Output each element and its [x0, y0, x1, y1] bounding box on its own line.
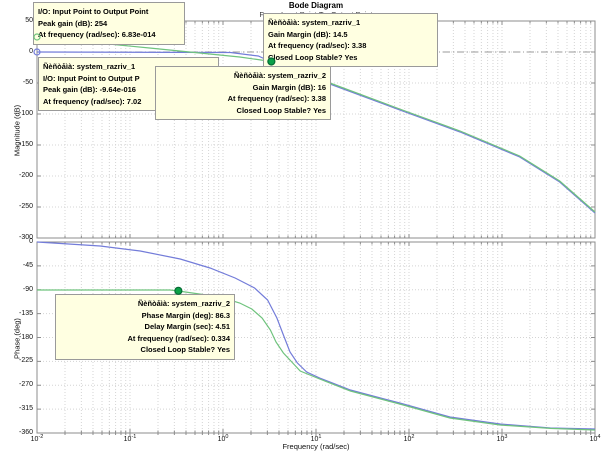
- datatip-line: At frequency (rad/sec): 6.83e-014: [38, 30, 156, 39]
- magnitude-tick-label: -150: [18, 141, 33, 148]
- datatip-line: At frequency (rad/sec): 0.334: [127, 333, 230, 343]
- phase-tick-label: -315: [18, 405, 33, 413]
- phase-tick-label: -270: [18, 381, 33, 389]
- datatip-gain-margin-razriv2[interactable]: Ñèñòåìà: system_razriv_2 Gain Margin (dB)…: [155, 66, 331, 120]
- datatip-line: Peak gain (dB): -9.64e-016: [43, 85, 136, 94]
- magnitude-tick-label: -100: [18, 110, 33, 117]
- datatip-line: Ñèñòåìà: system_razriv_2: [233, 71, 326, 80]
- datatip-line: Closed Loop Stable? Yes: [140, 345, 230, 354]
- phase-tick-label: -135: [18, 309, 33, 317]
- phase-tick-label: -225: [18, 357, 33, 365]
- magnitude-axis-label: Magnitude (dB): [12, 104, 22, 157]
- datatip-line: Peak gain (dB): 254: [38, 18, 108, 28]
- frequency-tick-label: 10-1: [123, 434, 137, 443]
- frequency-tick-label: 104: [589, 434, 601, 443]
- magnitude-tick-label: -250: [18, 203, 33, 210]
- datatip-line: At frequency (rad/sec): 7.02: [43, 96, 142, 106]
- phase-tick-label: -180: [18, 333, 33, 341]
- phase-tick-label: -360: [18, 429, 33, 436]
- datatip-line: Gain Margin (dB): 16: [252, 82, 326, 92]
- datatip-line: I/O: Input Point to Output Point: [38, 7, 149, 16]
- phase-tick-label: -45: [22, 261, 33, 269]
- datatip-line: Ñèñòåìà: system_razriv_2: [137, 299, 230, 308]
- frequency-axis-label: Frequency (rad/sec): [282, 442, 350, 451]
- datatip-line: Delay Margin (sec): 4.51: [144, 322, 230, 331]
- datatip-line: Phase Margin (deg): 86.3: [141, 310, 230, 320]
- phase-tick-label: 0: [29, 238, 33, 245]
- datatip-line: Closed Loop Stable? Yes: [268, 52, 358, 62]
- frequency-tick-label: 101: [310, 434, 322, 443]
- magnitude-tick-label: -300: [18, 234, 33, 241]
- datatip-peak-gain-io[interactable]: I/O: Input Point to Output Point Peak gai…: [33, 2, 185, 45]
- magnitude-tick-label: -200: [18, 172, 33, 179]
- datatip-line: At frequency (rad/sec): 3.38: [227, 94, 326, 103]
- magnitude-tick-label: -50: [22, 79, 33, 86]
- magnitude-tick-label: 0: [29, 48, 33, 55]
- datatip-line: Ñèñòåìà: system_razriv_1: [268, 18, 361, 27]
- frequency-tick-label: 102: [403, 434, 415, 443]
- frequency-tick-label: 10-2: [30, 434, 44, 443]
- datatip-line: I/O: Input Point to Output P: [43, 73, 140, 83]
- frequency-tick-label: 100: [217, 434, 229, 443]
- datatip-line: Gain Margin (dB): 14.5: [268, 29, 348, 39]
- phase-tick-label: -90: [22, 285, 33, 293]
- datatip-line: Ñèñòåìà: system_razriv_1: [43, 62, 136, 71]
- page-title: Bode Diagram: [288, 1, 344, 10]
- datatip-gain-margin-razriv1[interactable]: Ñèñòåìà: system_razriv_1 Gain Margin (dB)…: [263, 13, 438, 67]
- datatip-line: At frequency (rad/sec): 3.38: [268, 41, 367, 50]
- datatip-line: Closed Loop Stable? Yes: [236, 105, 326, 115]
- frequency-tick-label: 103: [496, 434, 508, 443]
- datatip-phase-margin-razriv2[interactable]: Ñèñòåìà: system_razriv_2 Phase Margin (de…: [55, 294, 235, 360]
- magnitude-tick-label: 50: [25, 17, 33, 24]
- curve-phase-system_razriv_1[interactable]: [36, 241, 596, 430]
